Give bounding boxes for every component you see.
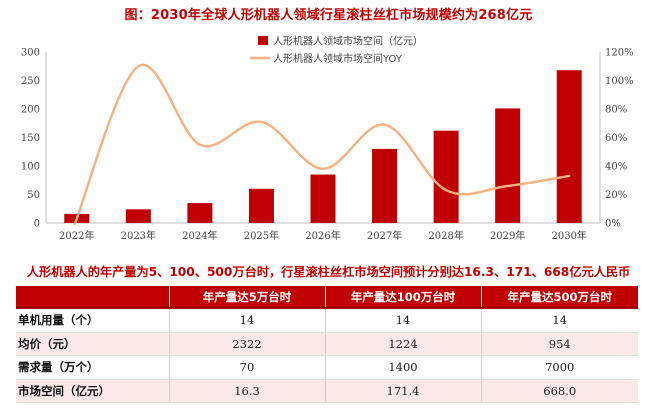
table-row: 需求量（万个） 70 1400 7000: [16, 355, 638, 380]
bar: [433, 130, 459, 223]
table-cell: 1400: [324, 355, 481, 380]
table-header-cell: [16, 286, 169, 309]
bar: [125, 209, 151, 223]
market-table: 年产量达5万台时 年产量达100万台时 年产量达500万台时 单机用量（个） 1…: [16, 286, 638, 403]
bar: [556, 70, 582, 224]
table-header-cell: 年产量达100万台时: [324, 286, 481, 309]
y-right-tick-label: 80%: [605, 105, 627, 116]
row-label: 需求量（万个）: [16, 355, 169, 380]
table-header-cell: 年产量达500万台时: [480, 286, 638, 309]
y-left-tick-label: 200: [21, 105, 40, 116]
row-label: 市场空间（亿元）: [16, 379, 169, 403]
x-tick-label: 2023年: [121, 229, 156, 242]
y-right-tick-label: 100%: [605, 76, 634, 87]
y-left-tick-label: 150: [21, 133, 40, 144]
bar-series: [64, 70, 582, 224]
chart-title: 图：2030年全球人形机器人领域行星滚柱丝杠市场规模约为268亿元: [124, 8, 533, 23]
x-tick-label: 2022年: [59, 229, 94, 242]
y-right-tick-label: 120%: [605, 48, 634, 59]
table-row: 单机用量（个） 14 14 14: [16, 308, 638, 333]
table-header-row: 年产量达5万台时 年产量达100万台时 年产量达500万台时: [16, 286, 638, 309]
x-tick-label: 2029年: [490, 229, 525, 242]
row-label: 单机用量（个）: [16, 308, 169, 333]
row-label: 均价（元）: [16, 332, 169, 356]
table-cell: 1224: [324, 332, 481, 356]
legend-swatch-bar: [258, 36, 268, 45]
table-header-cell: 年产量达5万台时: [168, 286, 325, 309]
y-left-tick-label: 0: [34, 219, 40, 230]
table-row: 均价（元） 2322 1224 954: [16, 332, 638, 356]
y-right-tick-label: 20%: [605, 190, 627, 201]
x-tick-label: 2028年: [428, 229, 463, 242]
y-right-tick-labels: 0% 20% 40% 60% 80% 100% 120%: [605, 48, 634, 230]
y-left-tick-label: 100: [21, 162, 40, 173]
table-cell: 14: [324, 308, 481, 333]
bar: [372, 148, 398, 223]
table-cell: 16.3: [168, 379, 325, 403]
y-left-tick-label: 250: [21, 76, 40, 87]
y-left-tick-labels: 0 50 100 150 200 250 300: [21, 48, 40, 230]
bar: [495, 108, 521, 223]
x-tick-label: 2027年: [367, 229, 402, 242]
table-cell: 2322: [168, 332, 325, 356]
chart-legend: 人形机器人领域市场空间（亿元） 人形机器人领域市场空间YOY: [250, 35, 423, 65]
table-cell: 70: [168, 355, 325, 380]
table-cell: 954: [480, 332, 638, 356]
x-tick-label: 2025年: [244, 229, 279, 242]
x-tick-labels: 2022年 2023年 2024年 2025年 2026年 2027年 2028年 2029年…: [59, 229, 587, 242]
x-tick-label: 2024年: [182, 229, 217, 242]
table-row: 市场空间（亿元） 16.3 171.4 668.0: [16, 379, 638, 403]
x-tick-label: 2026年: [305, 229, 340, 242]
bar: [310, 174, 336, 223]
combo-chart: 2022年 2023年 2024年 2025年 2026年 2027年 2028年 2029年…: [21, 35, 634, 243]
yoy-line: [73, 63, 571, 226]
table-cell: 14: [480, 308, 638, 333]
legend-label-bar: 人形机器人领域市场空间（亿元）: [273, 35, 423, 48]
y-left-tick-label: 300: [21, 48, 40, 59]
y-right-tick-label: 40%: [605, 162, 627, 173]
table-cell: 668.0: [480, 379, 638, 403]
y-right-tick-label: 0%: [605, 219, 621, 230]
y-right-tick-label: 60%: [605, 133, 627, 144]
bar: [187, 203, 213, 223]
bar: [248, 188, 274, 223]
table-cell: 171.4: [324, 379, 481, 403]
legend-label-line: 人形机器人领域市场空间YOY: [273, 52, 403, 65]
y-left-tick-label: 50: [27, 190, 40, 201]
x-tick-label: 2030年: [551, 229, 586, 242]
line-series: [73, 63, 571, 226]
table-cell: 7000: [480, 355, 638, 380]
table-cell: 14: [168, 308, 325, 333]
table-subtitle: 人形机器人的年产量为5、100、500万台时，行星滚柱丝杠市场空间预计分别达16…: [26, 265, 631, 279]
